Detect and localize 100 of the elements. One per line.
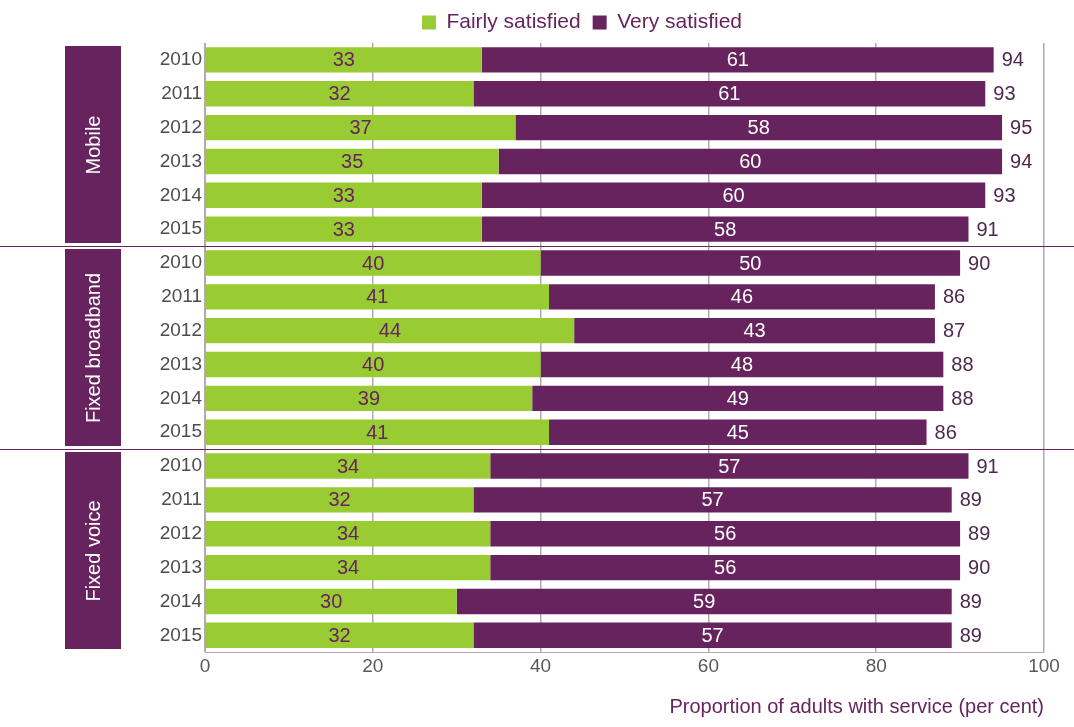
y-tick-label: 2011: [161, 488, 202, 510]
bar: [574, 317, 935, 344]
bar: [490, 521, 961, 547]
total-label: 91: [976, 217, 999, 240]
bar: [205, 250, 541, 276]
data-label: 58: [714, 217, 737, 240]
x-tick-label: 80: [865, 654, 887, 676]
y-tick-label: 2013: [159, 352, 202, 374]
total-label: 89: [968, 522, 991, 545]
total-label: 86: [934, 420, 957, 443]
data-label: 60: [722, 183, 745, 206]
data-label: 56: [714, 556, 737, 579]
y-tick-label: 2014: [159, 386, 203, 408]
bar: [473, 622, 952, 648]
total-label: 88: [951, 353, 974, 376]
bar: [205, 317, 575, 344]
x-tick-label: 40: [530, 654, 552, 676]
y-tick-label: 2015: [159, 623, 202, 645]
total-label: 94: [1010, 149, 1033, 172]
data-label: 33: [332, 183, 355, 206]
bar: [205, 182, 482, 208]
data-label: 46: [730, 285, 754, 308]
text: Fixed voice: [82, 500, 104, 602]
data-label: 35: [341, 149, 364, 172]
bar: [548, 284, 935, 310]
y-tick-label: 2014: [159, 183, 203, 205]
data-label: 61: [718, 82, 741, 105]
data-label: 57: [718, 454, 741, 477]
y-tick-label: 2015: [159, 420, 202, 442]
data-label: 32: [328, 623, 351, 646]
bar: [456, 588, 952, 615]
y-tick-label: 2010: [159, 454, 202, 476]
y-tick-label: 2011: [161, 82, 202, 103]
data-label: 60: [739, 149, 762, 172]
total-label: 94: [1001, 48, 1024, 71]
data-label: 44: [378, 319, 402, 342]
total-label: 90: [968, 556, 991, 579]
bar: [205, 419, 549, 445]
bar: [205, 284, 549, 310]
data-label: 56: [714, 522, 737, 545]
y-tick-label: 2012: [159, 115, 202, 137]
total-label: 89: [959, 623, 982, 646]
data-label: 59: [693, 589, 716, 612]
y-tick-label: 2015: [159, 217, 202, 239]
bar: [473, 81, 986, 107]
x-tick-label: 20: [362, 654, 384, 676]
x-tick-label: 60: [697, 654, 719, 676]
data-label: 34: [336, 522, 360, 545]
bar: [473, 487, 952, 513]
total-label: 89: [959, 589, 982, 612]
data-label: 33: [332, 48, 355, 71]
bar: [205, 114, 516, 141]
bar: [205, 148, 499, 175]
data-label: 30: [320, 589, 343, 612]
total-label: 95: [1010, 116, 1033, 139]
bar: [490, 453, 969, 479]
data-label: 45: [726, 420, 749, 443]
data-label: 40: [362, 353, 385, 376]
bar: [481, 182, 986, 208]
legend-label: Fairly satisfied: [446, 9, 581, 33]
data-label: 32: [328, 82, 351, 105]
total-label: 91: [976, 454, 999, 477]
bar: [205, 81, 474, 107]
x-tick-label: 0: [199, 654, 211, 676]
bar: [548, 419, 927, 445]
bar: [532, 385, 944, 412]
data-label: 33: [332, 217, 355, 240]
data-label: 50: [739, 251, 762, 274]
x-axis-title: Proportion of adults with service (per cent): [669, 694, 1044, 717]
data-label: 57: [701, 488, 724, 511]
total-label: 87: [942, 319, 966, 342]
bar: [490, 554, 961, 581]
bar: [540, 351, 944, 378]
bar: [205, 385, 533, 412]
data-label: 40: [362, 251, 385, 274]
y-tick-label: 2012: [159, 318, 202, 340]
total-label: 90: [968, 251, 991, 274]
bar: [205, 453, 491, 479]
data-label: 32: [328, 488, 351, 511]
data-label: 61: [726, 48, 749, 71]
bar: [498, 148, 1003, 175]
text: Fixed broadband: [82, 272, 105, 423]
bar: [205, 216, 482, 242]
y-tick-label: 2013: [159, 149, 202, 171]
data-label: 37: [349, 116, 372, 139]
legend-label: Very satisfied: [617, 9, 743, 33]
data-label: 41: [366, 285, 389, 308]
bar: [205, 521, 491, 547]
total-label: 93: [993, 82, 1016, 105]
y-tick-label: 2013: [159, 555, 202, 577]
data-label: 48: [730, 353, 754, 376]
x-tick-label: 100: [1028, 654, 1060, 676]
data-label: 41: [366, 420, 389, 443]
bar: [205, 554, 491, 581]
total-label: 89: [959, 488, 982, 511]
y-tick-label: 2011: [161, 285, 202, 307]
data-label: 49: [726, 386, 749, 409]
bar: [205, 487, 474, 513]
data-label: 34: [336, 454, 360, 477]
bar: [515, 114, 1003, 141]
